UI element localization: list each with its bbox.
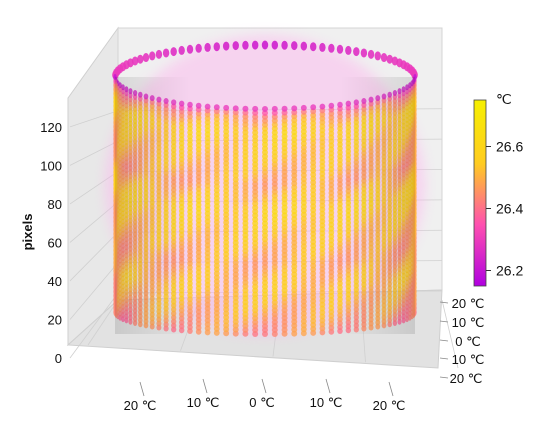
z-tick-label: 0	[55, 351, 62, 366]
data-point	[261, 40, 269, 50]
colorbar-tick-label: 26.6	[496, 139, 523, 155]
data-point	[222, 41, 230, 51]
data-point	[345, 45, 352, 55]
x-tick-mark	[139, 381, 145, 397]
y-axis-ticks: 20 ℃ 10 ℃ 0 ℃ 10 ℃ 20 ℃	[439, 296, 485, 386]
data-point	[281, 40, 288, 50]
y-tick-mark	[439, 320, 449, 323]
y-tick-label: 20 ℃	[450, 371, 483, 386]
data-point	[271, 40, 279, 50]
data-point	[213, 42, 220, 52]
data-point	[380, 53, 388, 63]
data-point	[178, 45, 185, 55]
data-point	[336, 44, 344, 54]
z-tick-label: 20	[48, 312, 62, 327]
data-point	[367, 49, 375, 59]
data-point	[142, 53, 150, 63]
data-point	[162, 48, 170, 58]
data-point	[204, 42, 211, 52]
data-point	[319, 42, 326, 52]
data-point	[374, 51, 381, 61]
data-point	[310, 42, 317, 52]
z-gridline	[69, 140, 119, 166]
x-gridline	[87, 299, 119, 346]
data-point	[186, 44, 194, 54]
z-gridline	[69, 262, 119, 320]
colorbar-unit: ℃	[496, 91, 512, 107]
x-tick-label: 0 ℃	[249, 395, 274, 410]
data-point	[170, 47, 177, 57]
y-tick-label: 0 ℃	[455, 334, 480, 349]
z-axis-label: pixels	[20, 214, 35, 251]
data-point	[353, 47, 360, 57]
colorbar-tick-label: 26.2	[496, 263, 523, 279]
cylinder-scatter	[112, 40, 418, 337]
y-tick-label: 10 ℃	[452, 352, 485, 367]
data-point	[251, 40, 259, 50]
data-point	[242, 40, 249, 50]
x-tick-label: 20 ℃	[373, 398, 406, 413]
x-tick-mark	[202, 378, 208, 394]
x-tick-mark	[325, 378, 331, 394]
data-point	[386, 54, 393, 64]
x-tick-mark	[388, 381, 394, 397]
colorbar-tick-label: 26.4	[496, 201, 523, 217]
z-gridline	[69, 110, 119, 128]
x-tick-label: 10 ℃	[187, 395, 220, 410]
y-tick-mark	[439, 301, 449, 304]
data-point	[360, 48, 368, 58]
data-point	[149, 51, 156, 61]
colorbar-gradient	[473, 99, 487, 287]
x-gridline	[441, 299, 459, 369]
y-tick-mark	[439, 357, 449, 360]
y-tick-mark	[439, 339, 449, 342]
cylinder-shading	[115, 77, 415, 334]
z-axis-ticks: 0 20 40 60 80 100 120	[40, 120, 62, 366]
y-tick-label: 20 ℃	[452, 296, 485, 311]
data-point	[300, 41, 308, 51]
z-gridline	[69, 231, 119, 282]
data-point	[291, 41, 298, 51]
x-tick-label: 20 ℃	[124, 398, 157, 413]
y-tick-mark	[439, 376, 449, 379]
z-tick-label: 80	[48, 197, 62, 212]
data-point	[195, 43, 202, 53]
data-point	[137, 54, 144, 64]
x-axis-ticks: 20 ℃ 10 ℃ 0 ℃ 10 ℃ 20 ℃	[124, 378, 406, 413]
z-tick-label: 100	[40, 158, 62, 173]
z-gridline	[69, 292, 119, 359]
colorbar-ticks: 26.2 26.4 26.6	[486, 139, 523, 279]
data-point	[155, 49, 163, 59]
data-point	[131, 56, 139, 66]
x-tick-label: 10 ℃	[310, 395, 343, 410]
y-tick-label: 10 ℃	[452, 315, 485, 330]
z-tick-label: 40	[48, 274, 62, 289]
x-tick-mark	[261, 378, 267, 394]
data-point	[232, 41, 239, 51]
data-point	[328, 43, 335, 53]
z-tick-label: 120	[40, 120, 62, 135]
colorbar: ℃ 26.2 26.4 26.6	[473, 91, 523, 287]
z-tick-label: 60	[48, 235, 62, 250]
